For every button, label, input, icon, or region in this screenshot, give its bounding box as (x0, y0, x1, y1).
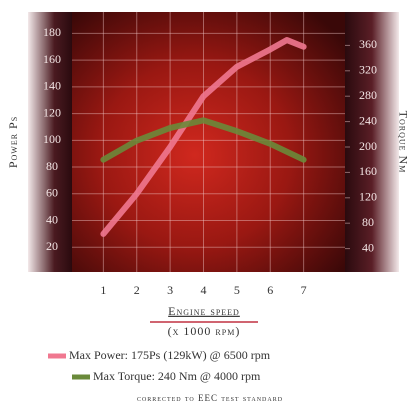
y-tick-label: 60 (46, 186, 58, 200)
y2-tick-label: 80 (362, 215, 374, 229)
y2-tick-label: 40 (362, 240, 374, 254)
y2-tick-label: 120 (359, 190, 377, 204)
y-tick-label: 40 (46, 212, 58, 226)
y-tick-label: 180 (43, 25, 61, 39)
x-tick-label: 5 (234, 283, 240, 297)
y-tick-label: 140 (43, 79, 61, 93)
x-axis-label: Engine speed (168, 304, 240, 318)
legend-label: Max Torque: 240 Nm @ 4000 rpm (93, 369, 261, 383)
x-tick-label: 6 (267, 283, 273, 297)
series-line (100, 117, 307, 163)
y2-axis-label: Torque Nm (396, 111, 409, 174)
y2-tick-label: 320 (359, 63, 377, 77)
y2-tick-label: 360 (359, 37, 377, 51)
legend-label: Max Power: 175Ps (129kW) @ 6500 rpm (69, 348, 271, 362)
x-tick-label: 3 (167, 283, 173, 297)
left-band (28, 12, 72, 272)
y2-tick-label: 280 (359, 88, 377, 102)
y-axis-label: Power Ps (6, 116, 20, 168)
x-tick-label: 4 (201, 283, 207, 297)
plot-area (72, 12, 345, 272)
series-line (100, 37, 307, 237)
y-tick-label: 120 (43, 105, 61, 119)
x-tick-label: 7 (301, 283, 307, 297)
x-axis-sublabel: (x 1000 rpm) (168, 324, 241, 338)
y2-tick-label: 160 (359, 164, 377, 178)
y2-tick-label: 200 (359, 139, 377, 153)
y-tick-label: 160 (43, 52, 61, 66)
x-tick-label: 2 (134, 283, 140, 297)
note: corrected to EEC test standard (137, 393, 283, 403)
y2-tick-label: 240 (359, 113, 377, 127)
x-tick-label: 1 (100, 283, 106, 297)
right-band (345, 12, 399, 272)
y-tick-label: 80 (46, 159, 58, 173)
y-tick-label: 20 (46, 239, 58, 253)
y-tick-label: 100 (43, 132, 61, 146)
